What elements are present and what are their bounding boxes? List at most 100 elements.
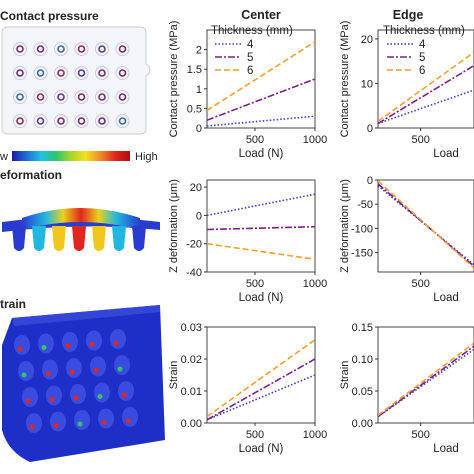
row-label-deformation: eformation xyxy=(0,168,63,182)
y-tick-label: 0.03 xyxy=(181,322,202,334)
pressure-dot xyxy=(57,69,65,77)
pressure-dot xyxy=(16,117,24,125)
y-tick-label: 0.10 xyxy=(352,354,373,366)
legend-title: Thickness (mm) xyxy=(211,25,293,37)
strain-dot xyxy=(29,424,35,430)
series-line-6 xyxy=(378,51,474,122)
series-group xyxy=(378,180,474,269)
strain-dot xyxy=(97,394,103,399)
y-tick-label: 0.00 xyxy=(181,418,202,430)
strain-dot xyxy=(101,420,107,425)
colorbar xyxy=(12,151,130,161)
y-tick-label: 10 xyxy=(361,78,373,90)
series-group xyxy=(378,51,474,125)
y-tick-label: -50 xyxy=(357,199,373,211)
y-tick-label: -100 xyxy=(351,223,373,235)
plot-frame xyxy=(377,326,474,424)
legend-item-label: 5 xyxy=(419,52,425,64)
plot-frame xyxy=(377,29,474,129)
y-tick-label: 1 xyxy=(196,84,202,96)
y-tick-label: 0.00 xyxy=(352,418,373,430)
legend-item-label: 6 xyxy=(247,65,253,77)
pressure-dot xyxy=(16,69,24,77)
strain-dot xyxy=(89,342,95,347)
y-axis-label: Z deformation (μm) xyxy=(339,179,351,273)
series-line-5 xyxy=(378,345,474,418)
y-tick-label: 0.15 xyxy=(352,322,373,334)
row-label-contact-pressure: Contact pressure xyxy=(0,9,99,23)
series-group xyxy=(207,339,315,421)
pressure-dot xyxy=(36,117,45,125)
series-group xyxy=(207,193,315,261)
chart-s_center: 0.00 0.01 0.02 0.03 500 1000 Load (N) Strain xyxy=(168,322,327,455)
chart-p_edge: 0 10 20 500 Load Contact pressure (MPa) Edge xyxy=(339,8,474,160)
x-axis-label: Load (N) xyxy=(239,292,284,304)
series-line-6 xyxy=(207,339,315,418)
y-tick-label: -40 xyxy=(186,267,202,279)
chart-title: Edge xyxy=(393,8,424,22)
pressure-dot xyxy=(98,69,106,77)
pressure-dot xyxy=(118,69,127,77)
series-line-5 xyxy=(378,183,474,267)
y-tick-label: 0 xyxy=(196,123,202,135)
pressure-plate-illustration xyxy=(1,26,151,135)
series-line-4 xyxy=(207,193,315,217)
pressure-dot xyxy=(98,117,106,125)
strain-dot xyxy=(125,418,131,424)
chart-p_center: 0 0.5 1 1.5 2 500 1000 Load (N) Contact pressure… xyxy=(168,8,327,160)
legend-item-label: 5 xyxy=(247,52,253,64)
deformation-illustration xyxy=(2,208,160,251)
peg xyxy=(112,226,126,251)
legend: Thickness (mm) 456 xyxy=(211,25,293,77)
y-axis-label: Strain xyxy=(168,361,180,390)
y-tick-label: 0 xyxy=(196,210,202,222)
series-group xyxy=(378,342,474,418)
pressure-dot xyxy=(57,45,65,53)
series-line-6 xyxy=(207,242,315,261)
strain-dot xyxy=(117,366,123,372)
y-tick-label: 0 xyxy=(367,175,373,187)
series-line-4 xyxy=(207,115,315,127)
x-tick-label: 500 xyxy=(246,278,264,290)
pressure-dot xyxy=(36,93,45,101)
pressure-dot xyxy=(36,69,45,77)
x-axis-label: Load (N) xyxy=(239,148,284,160)
y-tick-label: 0.5 xyxy=(187,103,202,115)
x-tick-label: 1000 xyxy=(303,429,327,441)
y-tick-label: 0 xyxy=(367,123,373,135)
strain-dot xyxy=(41,345,47,350)
pressure-dot xyxy=(16,93,24,101)
pressure-dot xyxy=(57,93,65,101)
x-axis-label: Load (N) xyxy=(239,443,284,455)
x-tick-label: 500 xyxy=(246,429,264,441)
x-axis-label: Load xyxy=(433,292,459,304)
chart-d_center: 20 0 -20 -40 500 1000 Load (N) Z deformation (μ… xyxy=(168,179,327,304)
y-tick-label: -20 xyxy=(186,239,202,251)
x-tick-label: 1000 xyxy=(303,134,327,146)
y-axis-label: Contact pressure (MPa) xyxy=(168,21,180,138)
y-axis-label: Strain xyxy=(339,361,351,390)
chart-d_edge: 0 -50 -100 -150 500 Load Z deformation (μm) xyxy=(339,175,474,304)
strain-dot xyxy=(53,423,59,428)
series-line-5 xyxy=(378,64,474,125)
pressure-dot xyxy=(98,45,106,53)
peg xyxy=(72,226,86,251)
series-group xyxy=(207,41,315,127)
pressure-dot xyxy=(36,45,45,53)
strain-dot xyxy=(73,395,79,401)
x-axis-label: Load xyxy=(433,443,459,455)
pressure-dot xyxy=(57,117,65,125)
series-line-6 xyxy=(207,41,315,112)
peg xyxy=(12,226,26,251)
strain-dot xyxy=(45,371,51,376)
plot-frame xyxy=(206,326,316,424)
row-label-strain: train xyxy=(0,297,27,311)
y-tick-label: 20 xyxy=(190,182,202,194)
x-tick-label: 1000 xyxy=(303,278,327,290)
strain-plate-illustration xyxy=(2,305,165,462)
x-axis-label: Load xyxy=(433,148,459,160)
chart-s_edge: 0.00 0.05 0.10 0.15 500 Load Strain xyxy=(339,322,474,455)
plot-frame xyxy=(206,179,316,273)
peg xyxy=(92,226,106,251)
x-tick-label: 500 xyxy=(246,134,264,146)
